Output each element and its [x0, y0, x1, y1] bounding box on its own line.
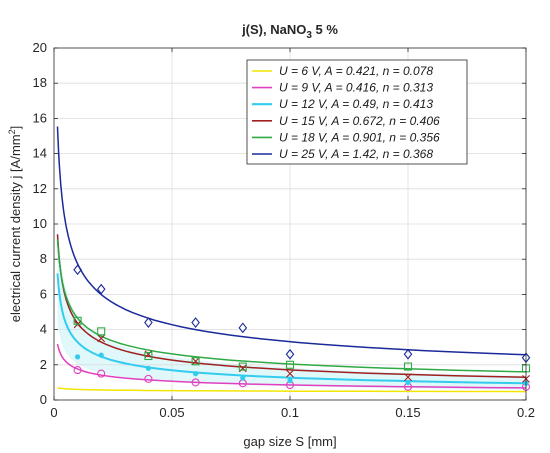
data-point-25v-6: [403, 348, 413, 360]
x-tick-label-2: 0.1: [281, 405, 299, 420]
data-point-18v-1: [97, 327, 106, 336]
data-point-18v-2: [144, 351, 153, 361]
chart-title: j(S), NaNO3 5 %: [241, 22, 338, 41]
y-axis-label-superscript: 2: [7, 129, 17, 134]
data-point-15v-4: [238, 364, 247, 373]
x-tick-label-4: 0.2: [517, 405, 535, 420]
y-tick-label-0: 0: [40, 392, 47, 407]
legend-label-25v: U = 25 V, A = 1.42, n = 0.368: [279, 147, 433, 161]
fit-curve-6v: [57, 386, 527, 393]
data-point-25v-5: [285, 348, 295, 360]
x-axis-ticks: 0 0.05 0.1 0.15 0.2: [50, 48, 535, 420]
fit-curve-12v: [56, 273, 527, 385]
legend-label-9v: U = 9 V, A = 0.416, n = 0.313: [279, 81, 433, 95]
data-point-12v-1: [98, 352, 104, 358]
data-point-18v-4: [238, 362, 247, 371]
y-tick-label-1: 2: [40, 357, 47, 372]
data-point-15v-2: [144, 350, 153, 359]
data-point-15v-5: [286, 369, 294, 378]
data-point-25v-0: [73, 264, 82, 276]
y-axis-label-main: electrical current density j [A/mm: [8, 134, 23, 322]
fit-curve-25v: [56, 126, 527, 356]
y-axis-label: electrical current density j [A/mm2]: [7, 126, 23, 322]
x-axis-label: gap size S [mm]: [243, 434, 336, 449]
y-tick-label-4: 8: [40, 251, 47, 266]
fit-curves: [56, 126, 527, 393]
chart-title-suffix: 5 %: [312, 22, 338, 37]
data-point-25v-1: [96, 283, 106, 295]
y-tick-label-3: 6: [40, 286, 47, 301]
y-axis-ticks: 0 2 4 6 8 10 12 14 16 18 20: [33, 40, 526, 407]
legend: U = 6 V, A = 0.421, n = 0.078 U = 9 V, A …: [246, 59, 468, 165]
y-axis-label-end: ]: [8, 126, 23, 130]
data-point-12v-6: [405, 379, 411, 385]
data-point-9v-2: [144, 374, 153, 383]
data-point-15v-6: [404, 373, 412, 382]
data-point-12v-5: [287, 378, 293, 384]
x-tick-label-0: 0: [50, 405, 57, 420]
data-point-18v-6: [403, 362, 413, 371]
legend-box: [246, 59, 468, 165]
y-tick-label-7: 14: [33, 146, 47, 161]
data-point-25v-2: [144, 317, 153, 328]
x-tick-label-3: 0.15: [395, 405, 420, 420]
legend-label-6v: U = 6 V, A = 0.421, n = 0.078: [279, 64, 433, 78]
data-point-12v-4: [240, 375, 246, 381]
y-tick-label-10: 20: [33, 40, 47, 55]
fit-curve-18v: [56, 239, 527, 373]
data-point-9v-0: [73, 366, 82, 375]
data-point-9v-1: [97, 369, 106, 378]
data-point-18v-3: [191, 357, 200, 366]
y-tick-label-6: 12: [33, 181, 47, 196]
data-point-12v-3: [193, 371, 199, 377]
chart-title-main: j(S), NaNO: [241, 22, 306, 37]
fit-curve-9v: [56, 343, 527, 389]
data-point-9v-3: [191, 378, 200, 387]
legend-label-18v: U = 18 V, A = 0.901, n = 0.356: [279, 130, 440, 144]
data-point-12v-0: [75, 354, 81, 360]
legend-label-12v: U = 12 V, A = 0.49, n = 0.413: [279, 97, 433, 111]
y-tick-label-2: 4: [40, 322, 47, 337]
data-point-15v-1: [97, 334, 106, 343]
data-point-18v-0: [73, 316, 82, 325]
y-tick-label-9: 18: [33, 75, 47, 90]
y-tick-label-5: 10: [33, 216, 47, 231]
data-point-25v-4: [238, 322, 248, 334]
legend-label-15v: U = 15 V, A = 0.672, n = 0.406: [279, 114, 440, 128]
data-point-12v-2: [145, 365, 151, 371]
chart-title-subscript: 3: [306, 30, 312, 41]
data-point-15v-3: [191, 357, 200, 366]
data-point-25v-3: [191, 317, 200, 328]
x-tick-label-1: 0.05: [159, 405, 184, 420]
data-point-18v-5: [285, 360, 295, 369]
y-tick-label-8: 16: [33, 110, 47, 125]
